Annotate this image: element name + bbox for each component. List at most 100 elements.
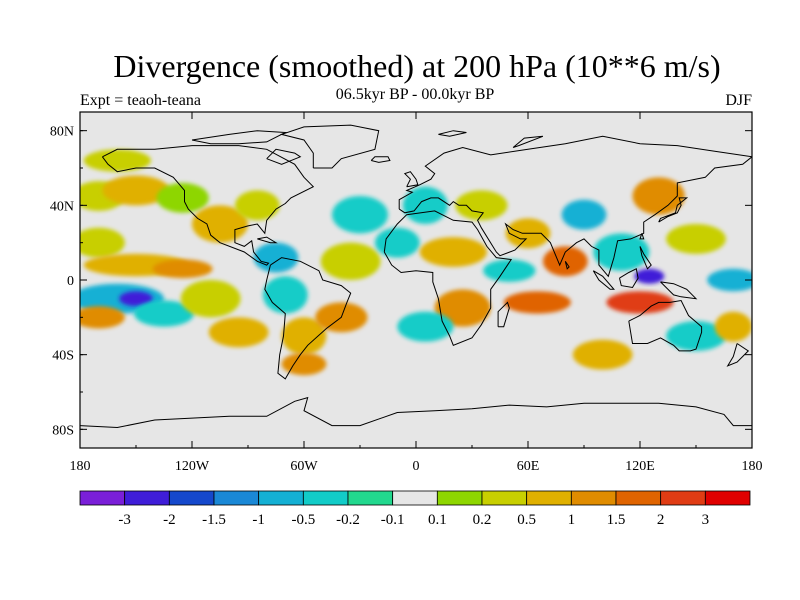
field-contour-11 <box>180 280 241 318</box>
colorbar-label: 1.5 <box>607 512 626 528</box>
colorbar-swatch <box>436 490 483 506</box>
field-contour-33 <box>593 233 650 271</box>
field-contour-24 <box>419 237 487 267</box>
field-contour-35 <box>632 177 685 215</box>
season-label: DJF <box>725 92 752 109</box>
field-contour-15 <box>253 242 299 273</box>
lon-tick-label: 120W <box>175 459 210 474</box>
time-period-label: 06.5kyr BP - 00.0kyr BP <box>335 86 495 103</box>
field-contour-12 <box>208 317 269 348</box>
lon-tick-label: 0 <box>413 459 420 474</box>
field-contour-3 <box>83 149 151 172</box>
colorbar-label: -3 <box>118 512 131 528</box>
coastline-canadian-arctic <box>191 130 288 145</box>
coastline-north-america <box>101 145 315 266</box>
colorbar-swatch <box>258 490 304 506</box>
field-contour-27 <box>455 190 508 221</box>
field-contour-9 <box>80 306 125 329</box>
colorbar-swatch <box>481 490 528 506</box>
map-frame <box>79 111 753 449</box>
colorbar-swatch <box>347 490 394 506</box>
colorbar-swatch <box>124 490 170 506</box>
lat-tick-label: 80S <box>52 423 74 438</box>
field-contour-0 <box>80 181 125 211</box>
coastline-madagascar <box>497 301 510 328</box>
field-contour-8 <box>119 291 153 307</box>
field-contour-30 <box>542 246 588 277</box>
coastline-novaya-zemlya <box>512 135 544 148</box>
coastline-africa <box>383 210 513 346</box>
colorbar-swatch <box>302 490 349 506</box>
coastline-british-isles <box>403 171 419 188</box>
field-contour-39 <box>572 339 633 370</box>
field-contour-10 <box>134 300 194 327</box>
field-contour-19 <box>320 242 381 280</box>
lon-tick-label: 60E <box>517 459 540 474</box>
colorbar-label: 2 <box>657 512 665 528</box>
coastline-philippines <box>639 246 652 270</box>
field-contour-36 <box>666 224 726 254</box>
lat-tick-label: 40S <box>52 349 74 364</box>
coastline-taiwan <box>639 233 645 240</box>
colorbar-swatch <box>615 490 662 506</box>
colorbar-label: 0.1 <box>428 512 447 528</box>
colorbar-label: -1 <box>252 512 265 528</box>
colorbar-label: 0.5 <box>517 512 536 528</box>
coastline-australia <box>628 299 703 352</box>
field-contour-28 <box>483 259 536 282</box>
coastline-baffin <box>266 148 302 165</box>
coastline-sri-lanka <box>564 261 570 270</box>
field-contour-2 <box>156 182 209 213</box>
field-contour-29 <box>505 218 551 249</box>
colorbar-label: -0.5 <box>291 512 315 528</box>
field-contour-37 <box>606 291 674 314</box>
colorbar-label: -0.2 <box>336 512 360 528</box>
lon-tick-label: 120E <box>625 459 655 474</box>
map-title: Divergence (smoothed) at 200 hPa (10**6 … <box>113 48 721 84</box>
field-contour-17 <box>281 317 327 355</box>
field-contour-6 <box>152 259 213 279</box>
field-contour-7 <box>80 283 164 314</box>
lon-tick-label: 60W <box>290 459 318 474</box>
field-contour-20 <box>315 302 368 333</box>
field-contour-41 <box>714 311 752 342</box>
field-contour-21 <box>332 196 388 234</box>
field-contour-4 <box>80 227 125 258</box>
field-contour-32 <box>561 199 607 230</box>
lat-tick-label: 40N <box>50 199 74 214</box>
field-contour-26 <box>397 311 454 342</box>
colorbar-swatch <box>79 490 126 506</box>
field-contour-25 <box>434 289 491 327</box>
field-contour-40 <box>707 268 752 292</box>
field-contour-38 <box>666 321 726 351</box>
field-contour-5 <box>83 253 189 277</box>
field-contour-31 <box>503 291 571 314</box>
colorbar-swatch <box>570 490 617 506</box>
coastline-greenland <box>279 124 380 169</box>
colorbar-label: -0.1 <box>381 512 405 528</box>
coastline-cuba <box>257 236 278 244</box>
colorbar-swatch <box>213 490 260 506</box>
field-contour-22 <box>374 227 420 258</box>
field-contour-1 <box>102 175 170 206</box>
field-contour-23 <box>402 186 448 224</box>
field-contour-18 <box>281 352 327 376</box>
coastline-antarctica <box>80 396 752 429</box>
experiment-label: Expt = teaoh-teana <box>80 92 201 109</box>
coastline-borneo <box>619 268 639 289</box>
field-contour-13 <box>192 205 248 243</box>
field-contour-16 <box>262 276 308 314</box>
coastline-japan <box>658 197 689 223</box>
colorbar-swatch <box>526 490 572 506</box>
colorbar-label: 0.2 <box>473 512 492 528</box>
lon-tick-label: 180 <box>70 459 91 474</box>
coastline-svalbard <box>438 130 467 137</box>
coastline-iceland <box>370 156 391 163</box>
field-contour-14 <box>234 190 280 221</box>
coastline-sumatra <box>592 270 615 290</box>
colorbar-swatch <box>704 490 751 506</box>
coastline-new-zealand <box>726 343 750 367</box>
colorbar-label: -2 <box>163 512 176 528</box>
coastline-eurasia <box>398 135 752 278</box>
colorbar-label: -1.5 <box>202 512 226 528</box>
